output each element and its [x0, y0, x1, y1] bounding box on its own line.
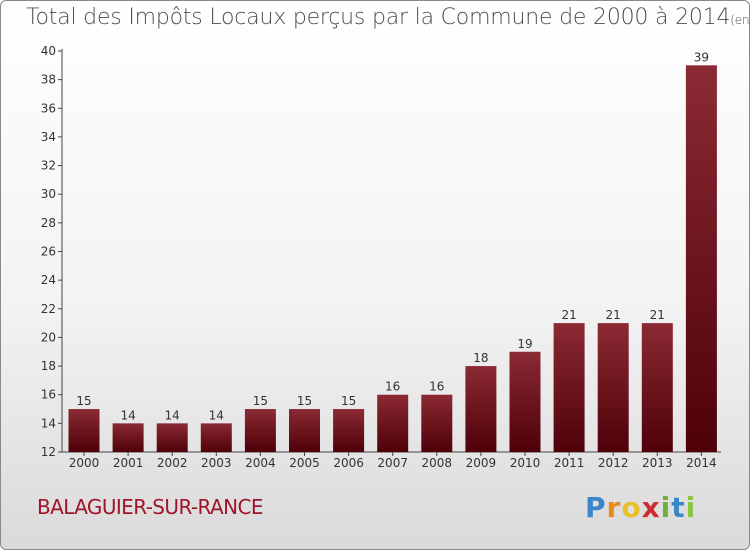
y-tick-label: 20	[41, 330, 56, 344]
x-tick-label: 2000	[69, 456, 100, 470]
bar-value-label: 14	[209, 408, 224, 422]
bar	[641, 323, 673, 452]
bar	[112, 423, 144, 452]
y-tick-label: 40	[41, 44, 56, 58]
bar-value-label: 15	[253, 394, 268, 408]
proxiti-logo: Proxiti	[585, 491, 696, 524]
bar-value-label: 21	[561, 308, 576, 322]
x-tick-label: 2001	[113, 456, 144, 470]
y-tick-label: 12	[41, 445, 56, 459]
y-tick-label: 38	[41, 73, 56, 87]
x-tick-label: 2008	[422, 456, 453, 470]
bar	[377, 394, 409, 452]
bar	[465, 366, 497, 452]
bar	[244, 409, 276, 452]
x-tick-label: 2012	[598, 456, 629, 470]
y-tick-label: 24	[41, 273, 56, 287]
chart-title: Total des Impôts Locaux perçus par la Co…	[26, 5, 750, 30]
logo-letter: i	[685, 491, 697, 524]
bar-value-label: 15	[297, 394, 312, 408]
bar	[333, 409, 365, 452]
bar-value-label: 39	[694, 50, 709, 64]
bar-value-label: 21	[650, 308, 665, 322]
bar-value-label: 14	[165, 408, 180, 422]
x-tick-label: 2010	[510, 456, 541, 470]
y-tick-label: 18	[41, 359, 56, 373]
bar-value-label: 15	[76, 394, 91, 408]
bar	[421, 394, 453, 452]
bar	[156, 423, 188, 452]
bar	[509, 351, 541, 452]
bar	[597, 323, 629, 452]
bar-value-label: 15	[341, 394, 356, 408]
y-tick-label: 22	[41, 302, 56, 316]
bar	[553, 323, 585, 452]
title-text: Total des Impôts Locaux perçus par la Co…	[26, 5, 731, 30]
logo-letter: i	[660, 491, 672, 524]
bar-value-label: 21	[606, 308, 621, 322]
logo-letter: P	[585, 491, 607, 524]
bar-value-label: 16	[385, 380, 400, 394]
x-tick-label: 2004	[245, 456, 276, 470]
x-tick-label: 2013	[642, 456, 673, 470]
bar-value-label: 14	[120, 408, 135, 422]
x-tick-label: 2006	[333, 456, 364, 470]
unit-note: (en milliers d'€)	[730, 13, 750, 27]
bar-value-label: 18	[473, 351, 488, 365]
y-tick-label: 34	[41, 130, 56, 144]
bar	[68, 409, 100, 452]
logo-letter: x	[641, 491, 661, 524]
y-tick-label: 36	[41, 101, 56, 115]
bar-value-label: 16	[429, 380, 444, 394]
logo-letter: r	[606, 491, 622, 524]
bar	[685, 65, 717, 453]
logo-letter: o	[621, 491, 642, 524]
y-tick-label: 16	[41, 388, 56, 402]
bar-value-label: 19	[517, 337, 532, 351]
bar	[200, 423, 232, 452]
logo-letter: t	[671, 491, 686, 524]
y-tick-label: 30	[41, 187, 56, 201]
bar	[289, 409, 320, 452]
y-tick-label: 26	[41, 245, 56, 259]
x-tick-label: 2007	[377, 456, 408, 470]
commune-name: BALAGUIER-SUR-RANCE	[37, 495, 263, 519]
y-tick-label: 14	[41, 416, 56, 430]
x-tick-label: 2011	[554, 456, 585, 470]
x-tick-label: 2014	[686, 456, 717, 470]
x-tick-label: 2002	[157, 456, 188, 470]
x-tick-label: 2003	[201, 456, 232, 470]
x-tick-label: 2009	[466, 456, 497, 470]
x-tick-label: 2005	[289, 456, 320, 470]
y-tick-label: 32	[41, 159, 56, 173]
y-tick-label: 28	[41, 216, 56, 230]
